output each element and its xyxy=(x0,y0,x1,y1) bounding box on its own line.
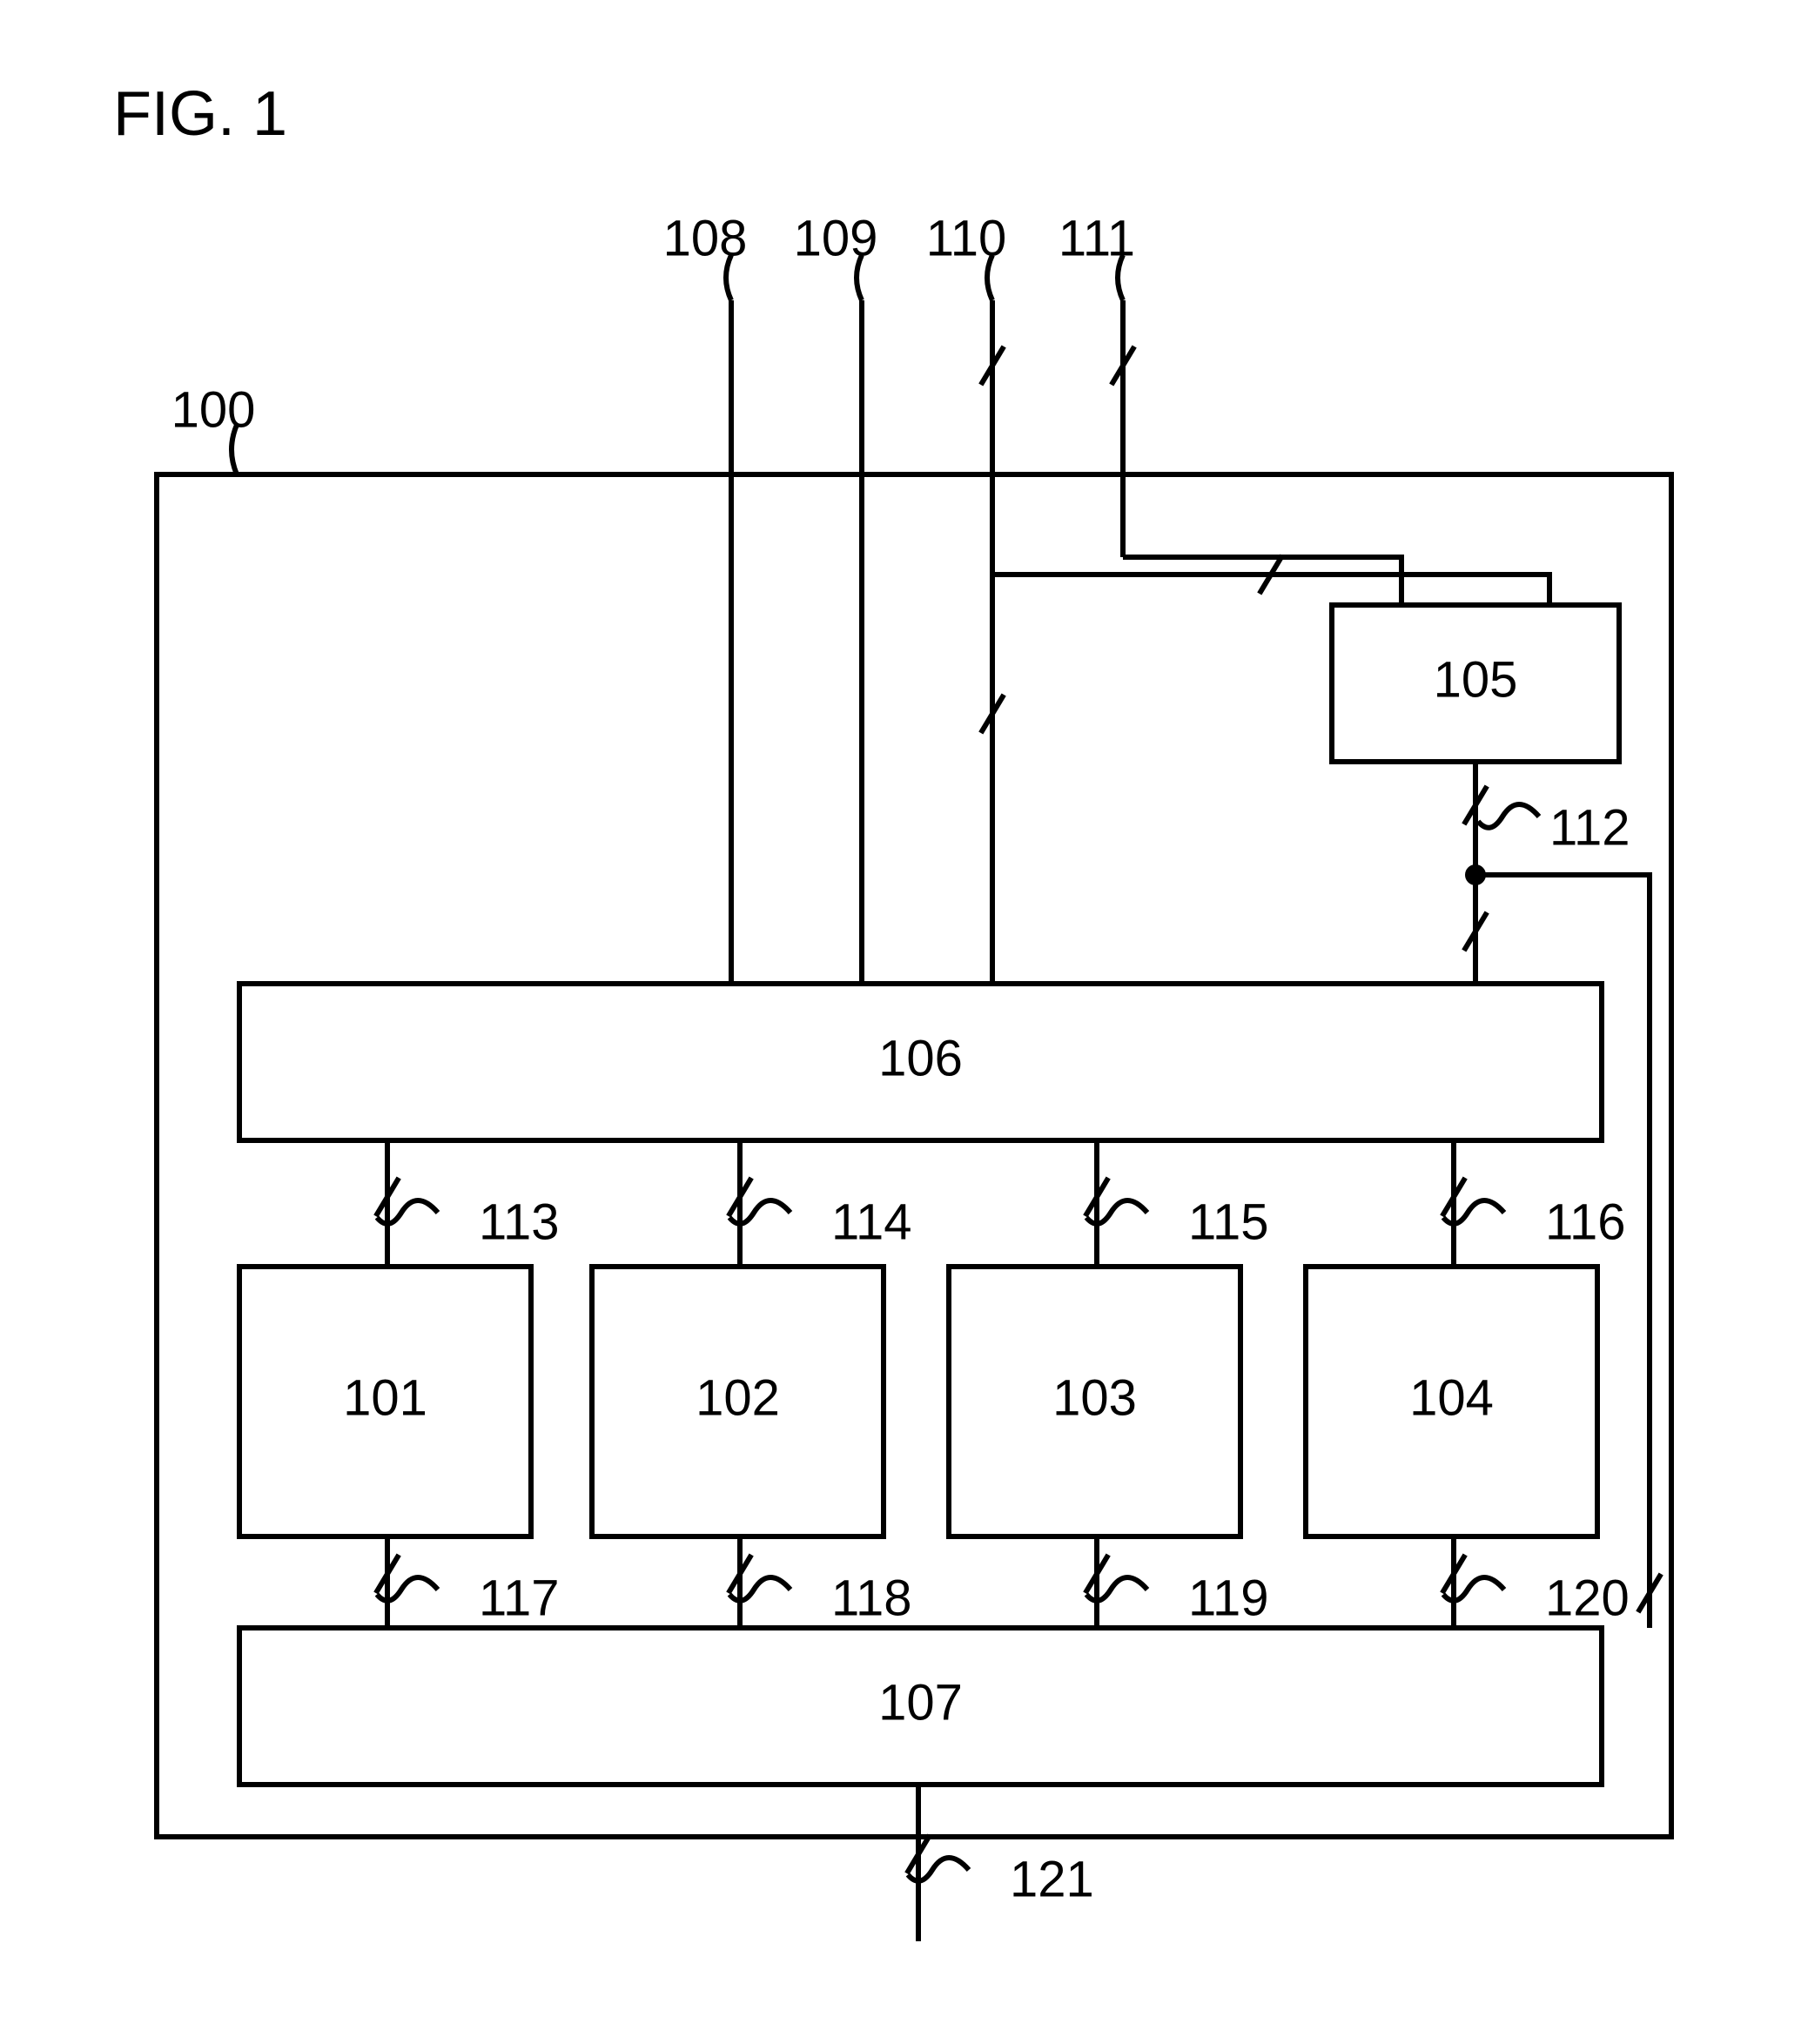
label-118: 118 xyxy=(831,1570,911,1626)
label-117: 117 xyxy=(479,1570,559,1626)
figure-title: FIG. 1 xyxy=(113,79,287,149)
label-101: 101 xyxy=(343,1369,427,1426)
label-102: 102 xyxy=(696,1369,780,1426)
label-109: 109 xyxy=(794,210,878,266)
leader-squiggle xyxy=(726,255,731,300)
label-120: 120 xyxy=(1545,1570,1630,1626)
label-104: 104 xyxy=(1409,1369,1494,1426)
label-119: 119 xyxy=(1188,1570,1268,1626)
leader-squiggle xyxy=(1118,255,1123,300)
label-105: 105 xyxy=(1434,651,1518,708)
label-103: 103 xyxy=(1052,1369,1137,1426)
label-116: 116 xyxy=(1545,1193,1625,1250)
label-110: 110 xyxy=(926,210,1006,266)
label-121: 121 xyxy=(1010,1851,1094,1907)
label-115: 115 xyxy=(1188,1193,1268,1250)
label-114: 114 xyxy=(831,1193,911,1250)
label-106: 106 xyxy=(878,1030,963,1086)
label-100: 100 xyxy=(171,381,256,438)
label-112: 112 xyxy=(1549,799,1630,856)
label-108: 108 xyxy=(663,210,748,266)
leader-squiggle xyxy=(232,425,237,474)
leader-squiggle xyxy=(857,255,862,300)
leader-squiggle xyxy=(987,255,992,300)
label-113: 113 xyxy=(479,1193,559,1250)
label-107: 107 xyxy=(878,1674,963,1731)
